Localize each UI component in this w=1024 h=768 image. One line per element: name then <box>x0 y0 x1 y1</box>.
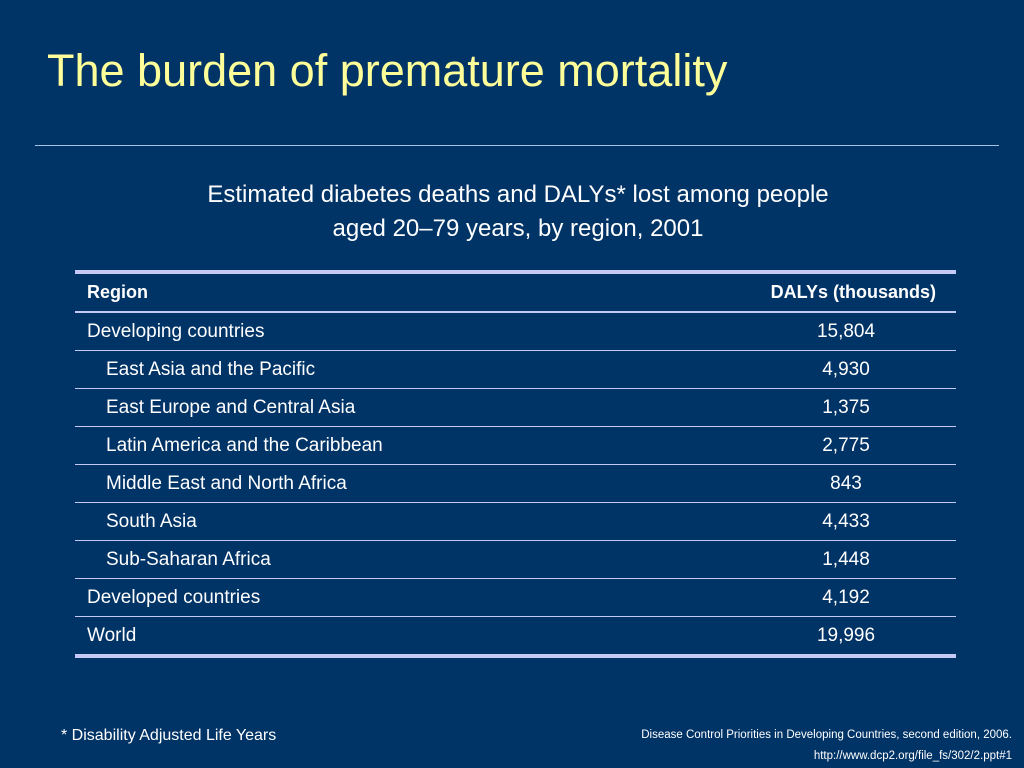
source-reference: Disease Control Priorities in Developing… <box>641 729 1012 741</box>
table-row: Developed countries 4,192 <box>75 579 956 617</box>
caption-line-2: aged 20–79 years, by region, 2001 <box>332 215 704 242</box>
header-dalys: DALYs (thousands) <box>770 282 936 302</box>
table-row: World 19,996 <box>75 617 956 656</box>
table-row: South Asia 4,433 <box>75 503 956 541</box>
dalys-cell: 4,433 <box>822 510 870 532</box>
region-cell: East Europe and Central Asia <box>106 396 356 418</box>
table-row: Latin America and the Caribbean 2,775 <box>75 427 956 465</box>
region-cell: Developed countries <box>87 586 261 608</box>
table-row: East Asia and the Pacific 4,930 <box>75 351 956 389</box>
region-cell: Latin America and the Caribbean <box>106 434 383 456</box>
dalys-cell: 19,996 <box>816 624 876 646</box>
dalys-cell: 1,448 <box>822 548 870 570</box>
slide-title: The burden of premature mortality <box>47 45 728 96</box>
table-row: Sub-Saharan Africa 1,448 <box>75 541 956 579</box>
dalys-cell: 2,775 <box>822 434 870 456</box>
footnote: * Disability Adjusted Life Years <box>61 727 277 744</box>
source-url[interactable]: http://www.dcp2.org/file_fs/302/2.ppt#1 <box>813 750 1012 762</box>
dalys-cell: 4,192 <box>822 586 870 608</box>
dalys-cell: 843 <box>830 472 862 494</box>
title-divider <box>35 145 999 146</box>
region-cell: Developing countries <box>87 320 265 342</box>
source-citation: Disease Control Priorities in Developing… <box>641 725 1012 767</box>
caption-line-1: Estimated diabetes deaths and DALYs* los… <box>207 181 829 208</box>
dalys-cell: 15,804 <box>816 320 876 342</box>
table-header-row: Region DALYs (thousands) <box>75 272 956 312</box>
dalys-table: Region DALYs (thousands) Developing coun… <box>75 270 956 658</box>
dalys-cell: 4,930 <box>822 358 870 380</box>
table-row: East Europe and Central Asia 1,375 <box>75 389 956 427</box>
table-caption: Estimated diabetes deaths and DALYs* los… <box>0 178 1024 246</box>
dalys-cell: 1,375 <box>822 396 870 418</box>
region-cell: Middle East and North Africa <box>106 472 347 494</box>
region-cell: Sub-Saharan Africa <box>106 548 271 570</box>
region-cell: World <box>87 624 137 646</box>
header-region: Region <box>87 282 148 302</box>
table-row: Developing countries 15,804 <box>75 312 956 351</box>
region-cell: South Asia <box>106 510 197 532</box>
table-row: Middle East and North Africa 843 <box>75 465 956 503</box>
region-cell: East Asia and the Pacific <box>106 358 316 380</box>
